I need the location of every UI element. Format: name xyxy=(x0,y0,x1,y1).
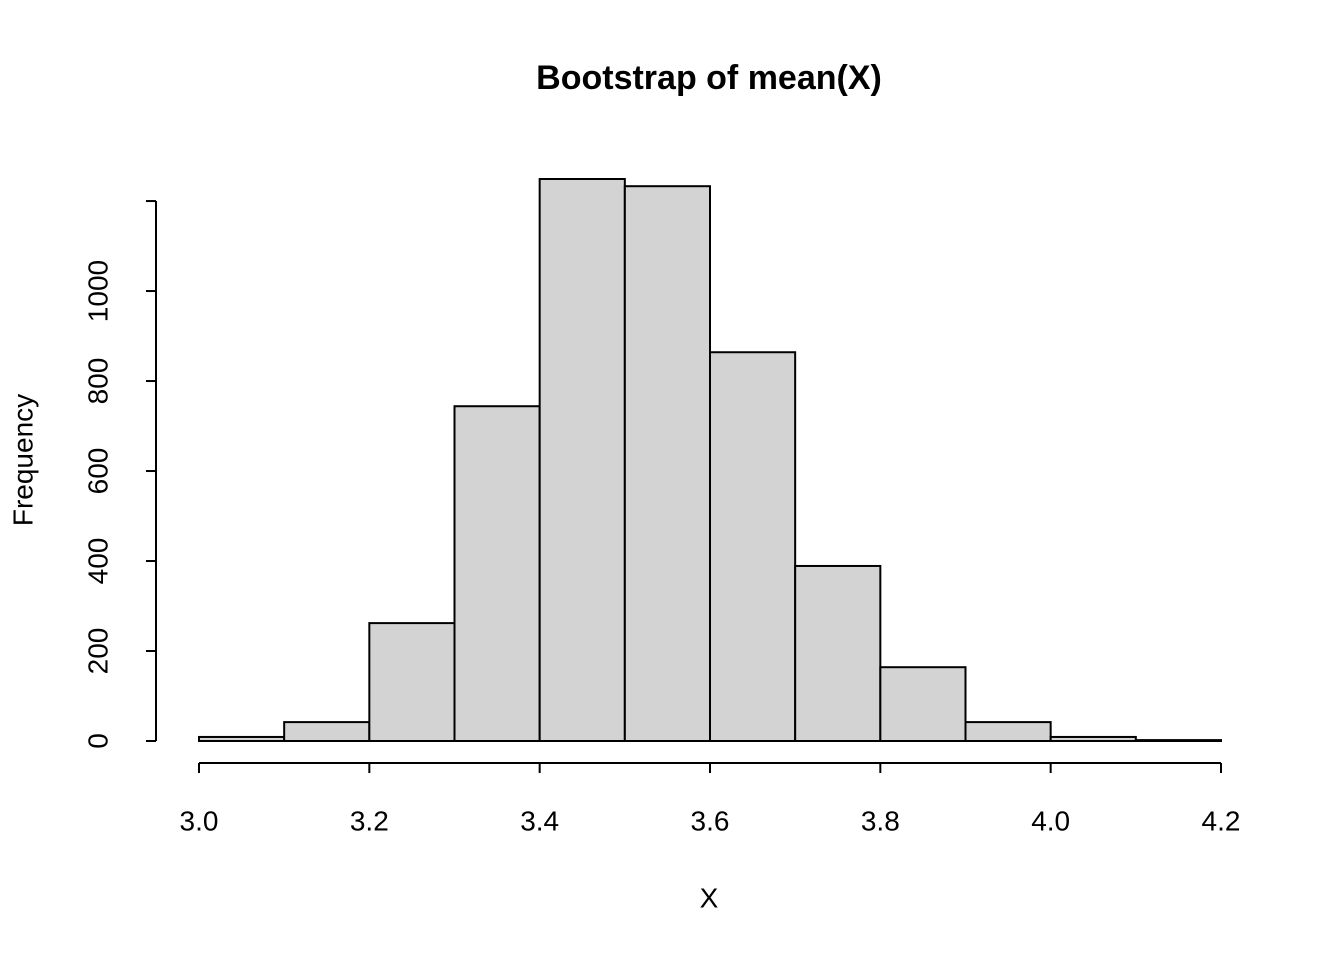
x-tick-label: 4.2 xyxy=(1202,805,1241,836)
bar xyxy=(879,666,967,742)
x-tick-label: 3.2 xyxy=(350,805,389,836)
bar xyxy=(283,721,371,743)
y-tick-label: 200 xyxy=(82,628,113,675)
bar xyxy=(709,351,797,742)
chart-title: Bootstrap of mean(X) xyxy=(536,59,882,97)
x-tick-label: 3.4 xyxy=(520,805,559,836)
bar xyxy=(538,178,626,742)
bar xyxy=(623,185,711,743)
x-tick-label: 3.6 xyxy=(691,805,730,836)
bar xyxy=(1049,735,1137,743)
y-axis-label: Frequency xyxy=(7,394,38,526)
x-tick-label: 3.0 xyxy=(180,805,219,836)
y-tick-label: 600 xyxy=(82,448,113,495)
bar xyxy=(198,735,286,743)
x-tick-label: 4.0 xyxy=(1031,805,1070,836)
y-tick-label: 400 xyxy=(82,538,113,585)
y-tick-label: 800 xyxy=(82,358,113,405)
x-tick-label: 3.8 xyxy=(861,805,900,836)
bar xyxy=(964,721,1052,743)
bar xyxy=(1134,739,1223,743)
bar xyxy=(453,405,541,742)
bar xyxy=(794,564,882,742)
y-tick-label: 0 xyxy=(82,733,113,749)
y-tick-label: 1000 xyxy=(82,260,113,322)
bar xyxy=(368,622,456,742)
x-axis-label: X xyxy=(700,882,719,913)
